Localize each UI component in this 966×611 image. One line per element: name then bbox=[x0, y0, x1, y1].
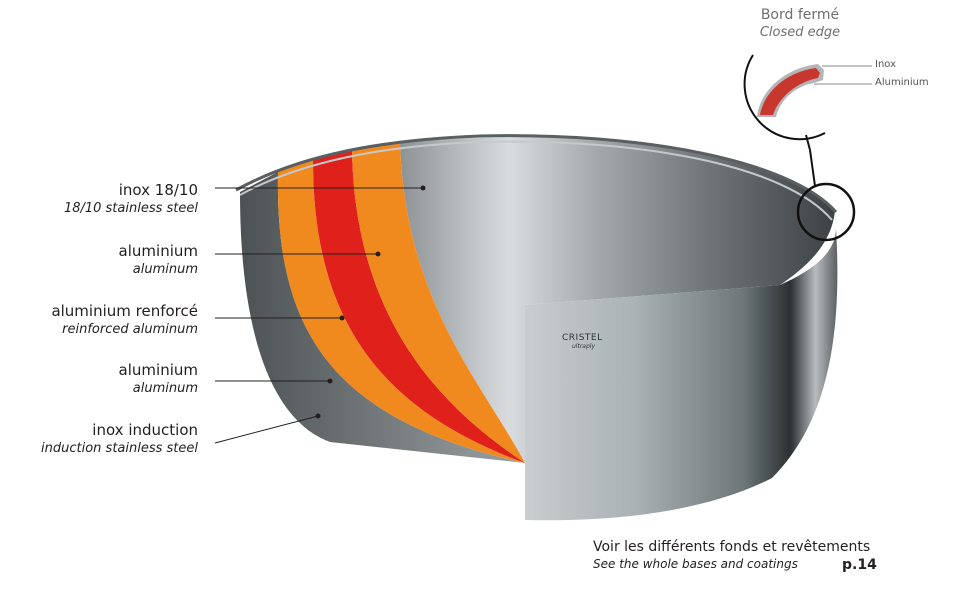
layer-label-inox-induction: inox induction induction stainless steel bbox=[41, 421, 198, 458]
inset-title-fr: Bord fermé bbox=[760, 7, 840, 23]
closed-edge-inset bbox=[743, 54, 872, 242]
label-fr: inox 18/10 bbox=[118, 181, 198, 199]
label-fr: inox induction bbox=[92, 421, 198, 439]
inset-title: Bord fermé Closed edge bbox=[735, 6, 865, 42]
label-en: 18/10 stainless steel bbox=[63, 201, 198, 216]
logo-brand: CRISTEL bbox=[562, 333, 603, 343]
logo-line: ultraply bbox=[572, 343, 595, 350]
label-fr: aluminium bbox=[118, 242, 198, 260]
pot-front-body bbox=[525, 228, 838, 521]
page-reference: p.14 bbox=[842, 557, 877, 573]
label-fr: aluminium bbox=[118, 361, 198, 379]
label-en: aluminum bbox=[132, 381, 198, 396]
layer-aluminium-outer bbox=[277, 160, 525, 463]
label-en: aluminum bbox=[132, 262, 198, 277]
footer-fr: Voir les différents fonds et revêtements bbox=[593, 539, 871, 555]
label-en: reinforced aluminum bbox=[62, 322, 198, 337]
pot-interior bbox=[400, 137, 835, 463]
cristel-logo: CRISTEL ultraply bbox=[562, 333, 603, 350]
layer-label-inox-18-10: inox 18/10 18/10 stainless steel bbox=[64, 181, 198, 218]
label-fr: aluminium renforcé bbox=[51, 302, 198, 320]
pot-rim bbox=[235, 134, 838, 213]
layer-outer-steel bbox=[240, 172, 525, 463]
inset-title-en: Closed edge bbox=[759, 25, 841, 40]
layer-label-aluminium-outer: aluminium aluminum bbox=[119, 242, 198, 279]
layer-label-reinforced-aluminium: aluminium renforcé reinforced aluminum bbox=[51, 302, 198, 339]
label-en: induction stainless steel bbox=[41, 441, 198, 456]
leader-lines bbox=[214, 185, 426, 444]
footer-en: See the whole bases and coatings bbox=[593, 557, 798, 571]
inset-label-inox: Inox bbox=[875, 59, 897, 70]
layer-label-aluminium-inner: aluminium aluminum bbox=[119, 361, 198, 398]
footer-note: Voir les différents fonds et revêtements… bbox=[593, 538, 870, 573]
inset-label-aluminium: Aluminium bbox=[875, 77, 929, 88]
layer-aluminium-inner bbox=[352, 143, 525, 463]
layer-reinforced-aluminium bbox=[313, 150, 525, 463]
